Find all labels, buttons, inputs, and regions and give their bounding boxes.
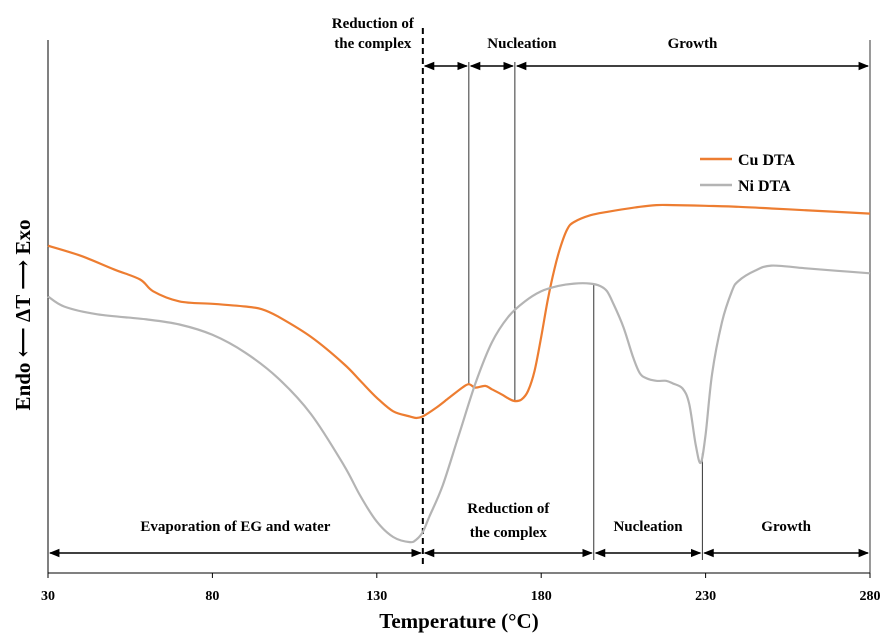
series-line-cu-dta: [47, 203, 871, 420]
cu-phase-label-reduction-of-the-complex: the complex: [334, 36, 412, 52]
ni-phase-label-reduction-of-the-complex: the complex: [470, 525, 548, 541]
ni-phase-annotations: Evaporation of EG and water Reduction of t…: [48, 501, 870, 558]
legend-label-cu: Cu DTA: [738, 152, 795, 169]
x-tick-label: 280: [860, 589, 881, 604]
x-tick-label: 230: [695, 589, 716, 604]
cu-phase-label-nucleation: Nucleation: [487, 36, 557, 52]
x-tick-label: 80: [205, 589, 219, 604]
cu-phase-label-growth: Growth: [668, 36, 718, 52]
x-tick-label: 130: [366, 589, 387, 604]
x-ticks: 30 80 130 180 230 280: [41, 573, 881, 604]
ni-phase-label-evaporation-of-eg-and-water: Evaporation of EG and water: [140, 519, 330, 535]
x-axis-title: Temperature (°C): [379, 609, 538, 633]
reference-lines: [421, 28, 703, 565]
cu-phase-label-reduction-of-the-complex: Reduction of: [332, 16, 415, 32]
legend-label-ni: Ni DTA: [738, 178, 791, 195]
legend: Cu DTA Ni DTA: [700, 152, 795, 195]
series-lines: [47, 203, 871, 544]
x-tick-label: 30: [41, 589, 55, 604]
series-line-ni-dta: [47, 264, 871, 544]
y-axis-title: Endo ⟵ ΔT ⟶ Exo: [11, 220, 35, 411]
ni-phase-label-reduction-of-the-complex: Reduction of: [467, 501, 550, 517]
axes: [47, 40, 871, 574]
ni-phase-label-nucleation: Nucleation: [613, 519, 683, 535]
x-tick-label: 180: [531, 589, 552, 604]
ni-phase-label-growth: Growth: [761, 519, 811, 535]
cu-phase-annotations: Reduction of the complex Nucleation Growth: [332, 16, 870, 71]
